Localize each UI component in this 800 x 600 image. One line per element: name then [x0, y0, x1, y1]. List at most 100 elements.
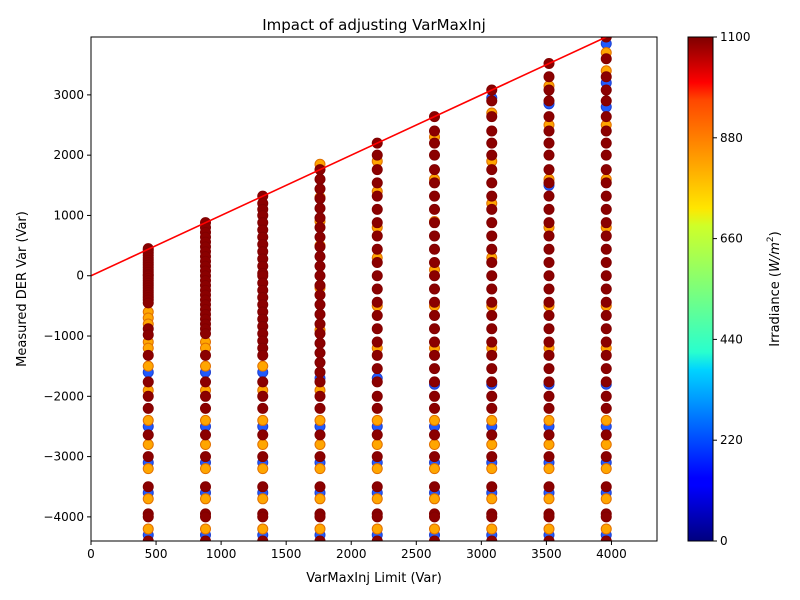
scatter-point-high [486, 270, 498, 282]
scatter-point-high [314, 481, 326, 493]
y-tick-label: 1000 [53, 208, 84, 222]
scatter-point-high [486, 243, 498, 255]
scatter-point-high [543, 336, 555, 348]
scatter-point-high [314, 337, 326, 349]
scatter-point-high [543, 230, 555, 242]
scatter-point-high [486, 323, 498, 335]
scatter-point-high [600, 481, 612, 493]
scatter-point-mid [371, 439, 383, 451]
scatter-point-high [314, 222, 326, 234]
scatter-point-mid [200, 493, 212, 505]
scatter-point-high [543, 390, 555, 402]
y-axis-ticks: −4000 −3000 −2000 −1000 0 1000 2000 3000 [43, 88, 91, 524]
scatter-point-high [600, 296, 612, 308]
scatter-point-high [429, 363, 441, 375]
scatter-point-high [314, 270, 326, 282]
scatter-point-mid [257, 360, 269, 372]
colorbar-tick-label: 440 [720, 332, 743, 346]
scatter-point-high [371, 336, 383, 348]
scatter-point-high [314, 250, 326, 262]
y-tick-label: −4000 [43, 510, 84, 524]
scatter-point-high [486, 283, 498, 295]
scatter-point-high [486, 164, 498, 176]
scatter-point-high [600, 203, 612, 215]
scatter-point-high [543, 451, 555, 463]
scatter-point-high [200, 481, 212, 493]
scatter-point-mid [314, 414, 326, 426]
scatter-point-mid [543, 414, 555, 426]
scatter-point-high [600, 283, 612, 295]
y-tick-label: −2000 [43, 389, 84, 403]
scatter-point-mid [257, 414, 269, 426]
scatter-point-high [486, 376, 498, 388]
scatter-point-mid [200, 360, 212, 372]
scatter-point-high [486, 535, 498, 541]
scatter-point-high [257, 376, 269, 388]
scatter-point-mid [486, 493, 498, 505]
scatter-point-high [371, 310, 383, 322]
scatter-point-high [543, 481, 555, 493]
scatter-point-high [600, 270, 612, 282]
scatter-point-high [429, 535, 441, 541]
x-tick-label: 1000 [206, 547, 237, 561]
scatter-point-high [600, 349, 612, 361]
scatter-point-high [600, 511, 612, 523]
scatter-point-high [543, 217, 555, 229]
scatter-point-high [371, 190, 383, 202]
scatter-point-high [429, 402, 441, 414]
scatter-point-high [486, 125, 498, 137]
scatter-point-high [429, 203, 441, 215]
scatter-point-high [371, 217, 383, 229]
scatter-point-high [429, 481, 441, 493]
colorbar-tick-label: 220 [720, 433, 743, 447]
scatter-point-mid [600, 463, 612, 475]
scatter-point-high [142, 349, 154, 361]
chart-title: Impact of adjusting VarMaxInj [262, 16, 485, 34]
scatter-point-high [371, 390, 383, 402]
scatter-point-high [429, 125, 441, 137]
colorbar [687, 36, 714, 542]
scatter-point-high [600, 111, 612, 123]
scatter-point-high [600, 149, 612, 161]
scatter-point-high [314, 402, 326, 414]
scatter-point-high [429, 511, 441, 523]
scatter-point-high [600, 390, 612, 402]
scatter-point-high [314, 279, 326, 291]
scatter-point-high [142, 402, 154, 414]
scatter-point-high [314, 289, 326, 301]
scatter-point-mid [371, 463, 383, 475]
scatter-point-high [600, 535, 612, 541]
scatter-point-high [486, 190, 498, 202]
scatter-point-mid [142, 523, 154, 535]
scatter-point-high [314, 390, 326, 402]
scatter-point-high [486, 203, 498, 215]
scatter-point-high [600, 230, 612, 242]
scatter-point-high [314, 451, 326, 463]
scatter-point-high [486, 310, 498, 322]
scatter-point-high [200, 535, 211, 541]
scatter-point-mid [429, 439, 441, 451]
scatter-point-high [600, 125, 612, 137]
x-tick-label: 2500 [401, 547, 432, 561]
scatter-point-high [486, 137, 498, 149]
scatter-point-high [486, 390, 498, 402]
scatter-point-high [371, 323, 383, 335]
scatter-point-high [429, 376, 441, 388]
scatter-point-mid [200, 463, 212, 475]
scatter-point-high [543, 137, 555, 149]
x-axis-ticks: 0 500 1000 1500 2000 2500 3000 3500 4000 [87, 541, 627, 561]
scatter-point-high [600, 53, 612, 65]
scatter-point-mid [257, 523, 269, 535]
scatter-point-high [543, 511, 555, 523]
scatter-point-high [600, 243, 612, 255]
scatter-point-mid [486, 439, 498, 451]
scatter-point-high [314, 212, 326, 224]
scatter-point-high [600, 402, 612, 414]
scatter-point-high [486, 95, 498, 107]
scatter-point-high [142, 481, 154, 493]
scatter-point-mid [429, 523, 441, 535]
scatter-point-mid [600, 414, 612, 426]
scatter-point-high [314, 193, 326, 205]
scatter-point-high [543, 125, 555, 137]
